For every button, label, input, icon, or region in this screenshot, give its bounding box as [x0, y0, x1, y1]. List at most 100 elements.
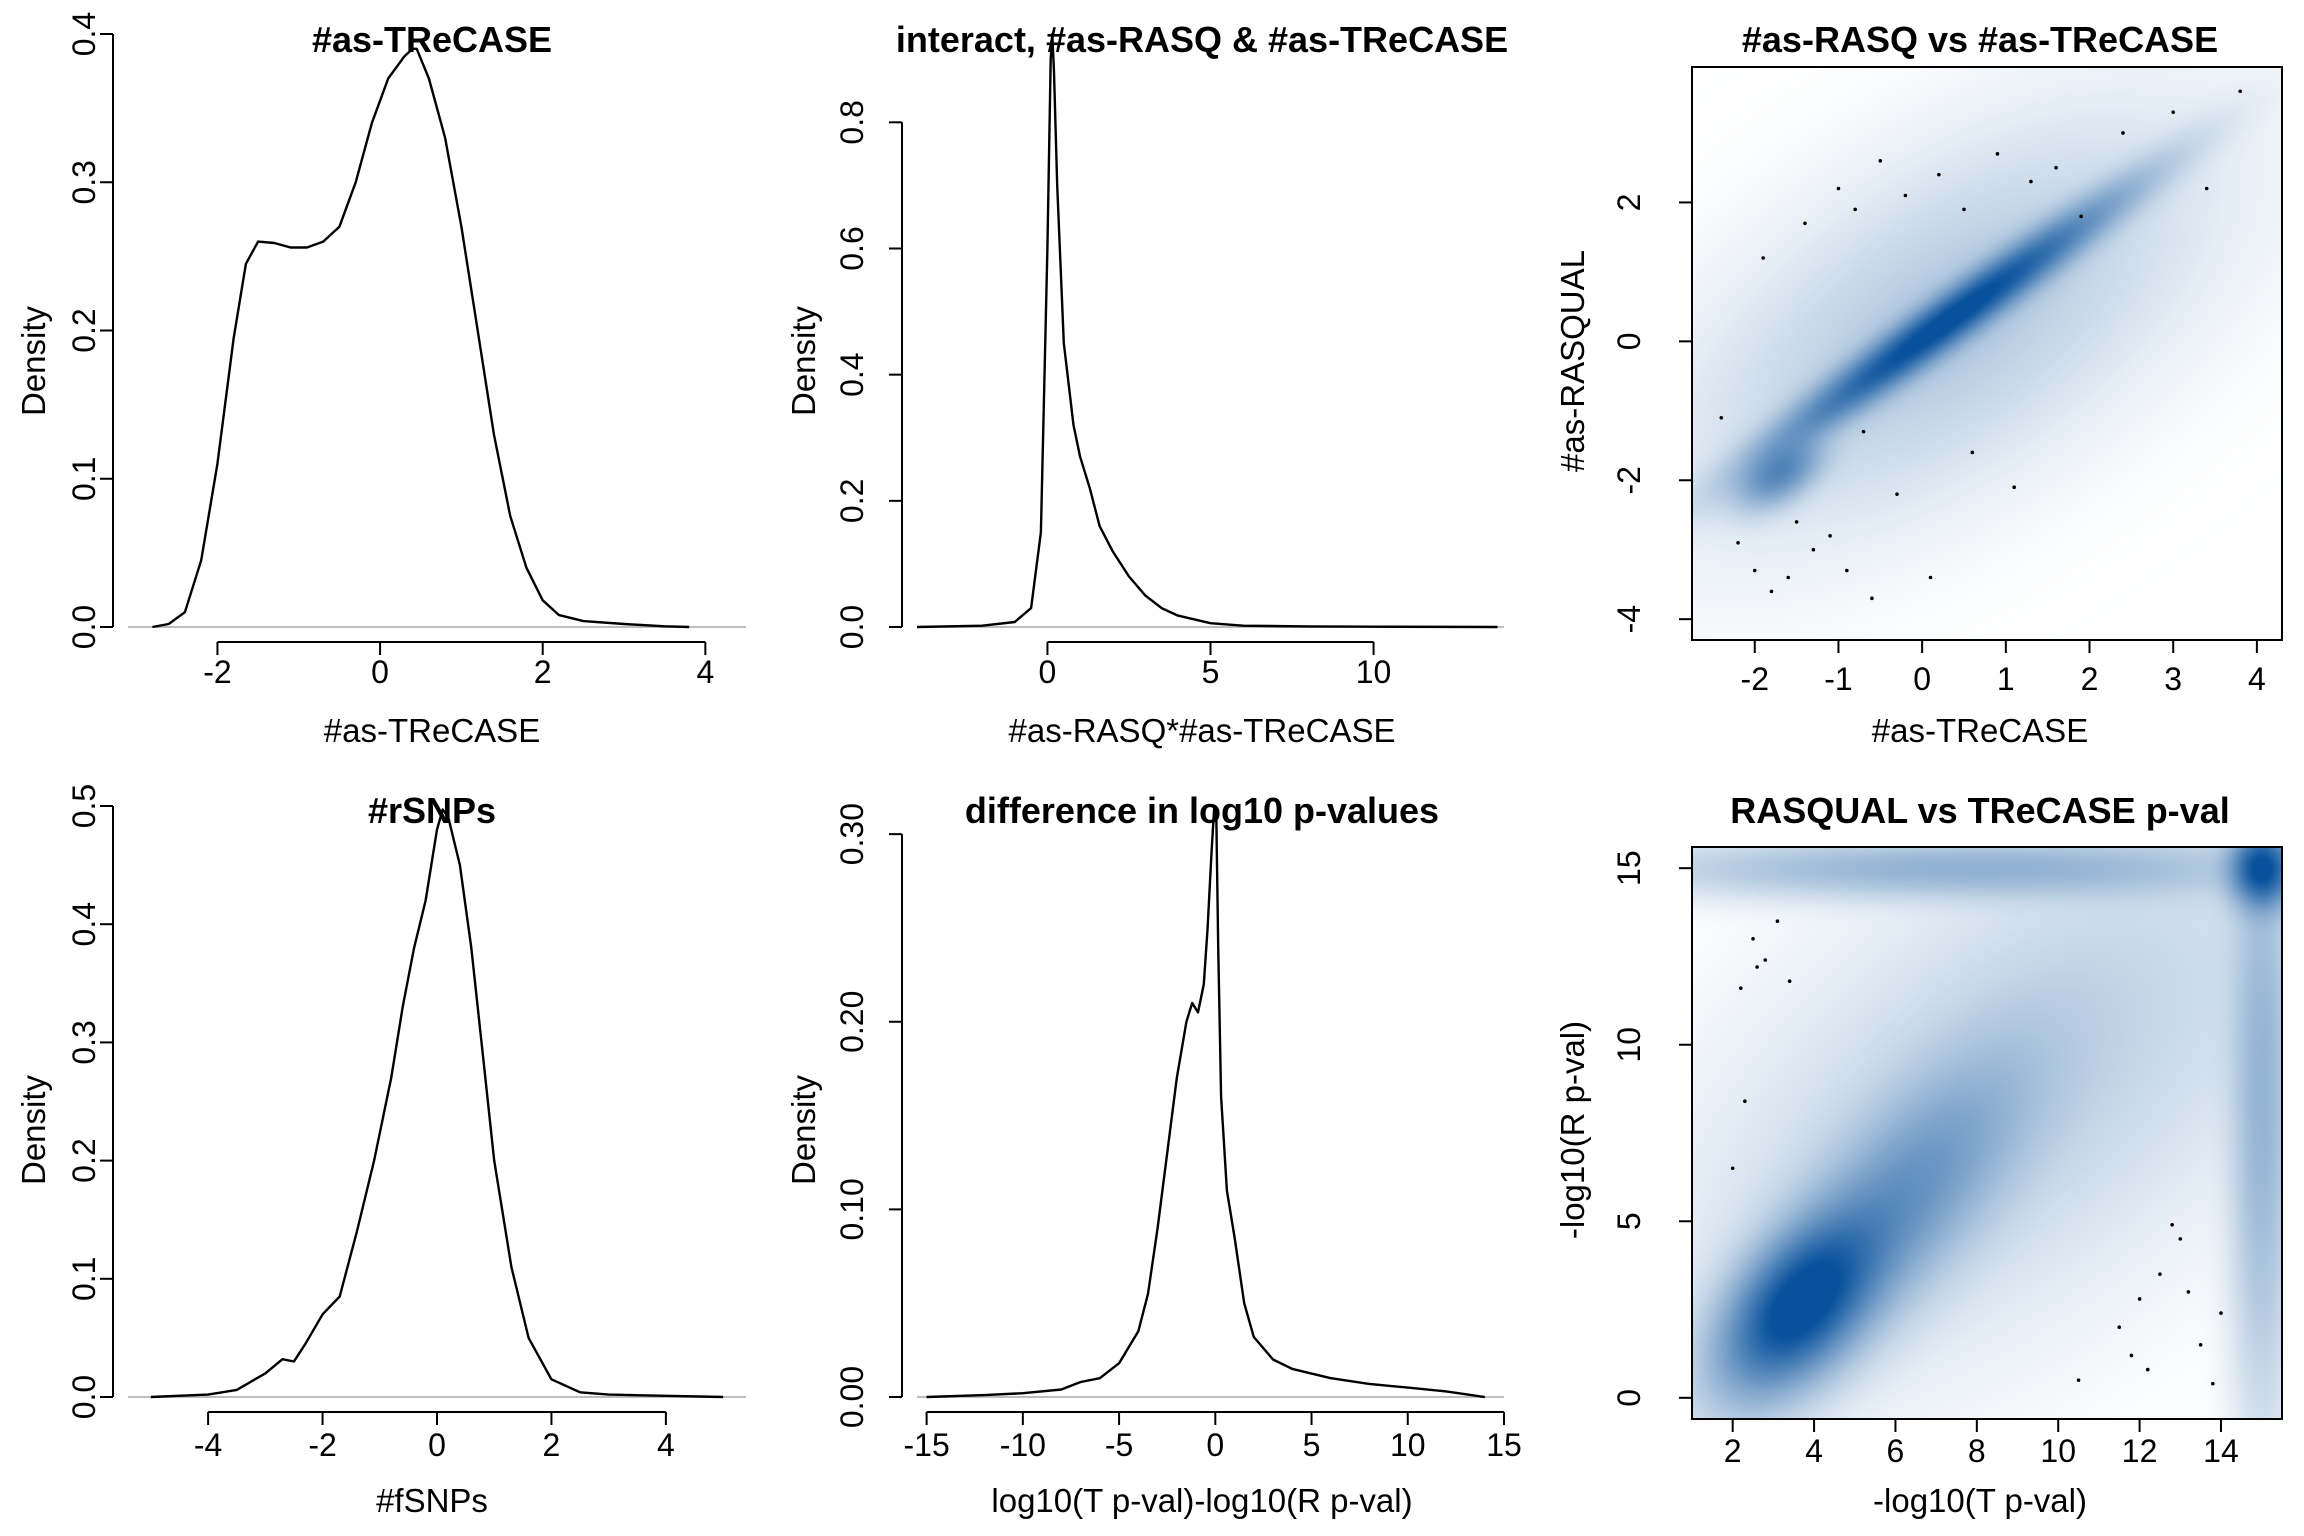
- y-tick-label: 0.5: [66, 784, 102, 828]
- outlier-point: [2170, 1223, 2174, 1227]
- plot-title: #as-RASQ vs #as-TReCASE: [1742, 19, 2218, 60]
- y-tick-label: 0.2: [66, 308, 102, 352]
- x-tick-label: 0: [371, 654, 389, 690]
- y-axis-label: -log10(R p-val): [1554, 1021, 1591, 1239]
- y-tick-label: -2: [1611, 466, 1647, 494]
- plot-title: #rSNPs: [368, 790, 496, 831]
- outlier-point: [2079, 214, 2083, 219]
- outlier-point: [2137, 1297, 2142, 1301]
- density-curve: [926, 804, 1485, 1399]
- outlier-point: [1937, 172, 1941, 177]
- outlier-point: [1769, 589, 1774, 594]
- y-tick-label: 0.8: [834, 100, 870, 144]
- y-tick-label: 0.1: [66, 1257, 102, 1301]
- outlier-point: [2129, 1353, 2134, 1358]
- y-tick-label: 2: [1611, 194, 1647, 212]
- x-tick-label: -1: [1824, 661, 1852, 697]
- outlier-point: [1895, 492, 1899, 496]
- outlier-point: [2198, 1343, 2203, 1347]
- x-tick-label: -10: [1000, 1427, 1046, 1463]
- y-tick-label: 0.3: [66, 1020, 102, 1064]
- y-tick-label: 0.4: [66, 12, 102, 56]
- x-axis-label: #as-TReCASE: [324, 712, 540, 749]
- density-curve: [150, 808, 724, 1399]
- y-tick-label: 15: [1611, 850, 1647, 886]
- outlier-point: [2171, 110, 2176, 114]
- y-tick-label: 0.4: [834, 352, 870, 396]
- x-axis-label: -log10(T p-val): [1873, 1482, 2087, 1519]
- y-tick-label: 0.6: [834, 226, 870, 270]
- x-tick-label: 4: [696, 654, 714, 690]
- x-tick-label: 10: [2040, 1433, 2076, 1469]
- x-axis-label: #as-TReCASE: [1872, 712, 2088, 749]
- x-tick-label: 2: [543, 1427, 561, 1463]
- x-tick-label: 10: [1390, 1427, 1426, 1463]
- outlier-point: [2145, 1367, 2150, 1372]
- outlier-point: [1828, 534, 1832, 538]
- x-tick-label: 2: [534, 654, 552, 690]
- y-tick-label: 0.0: [66, 1375, 102, 1419]
- x-tick-label: 0: [1039, 654, 1057, 690]
- panel-rasq-vs-trecase-smoothscatter: #as-RASQ vs #as-TReCASE #as-TReCASE #as-…: [1554, 19, 2283, 749]
- outlier-point: [1845, 568, 1849, 573]
- outlier-point: [1853, 207, 1857, 212]
- plot-title: RASQUAL vs TReCASE p-val: [1730, 790, 2229, 831]
- y-axis-label: Density: [15, 1074, 52, 1185]
- y-tick-label: 0.00: [834, 1366, 870, 1428]
- panel-pval-smoothscatter: RASQUAL vs TReCASE p-val -log10(T p-val)…: [1554, 790, 2283, 1519]
- x-tick-label: 0: [1913, 661, 1931, 697]
- outlier-point: [2219, 1311, 2223, 1315]
- outlier-point: [2158, 1272, 2162, 1277]
- plot-frame: [1691, 66, 2283, 641]
- y-tick-label: 0.2: [66, 1138, 102, 1182]
- x-tick-label: -15: [903, 1427, 949, 1463]
- y-axis-label: #as-RASQUAL: [1554, 250, 1591, 472]
- x-tick-label: -2: [308, 1427, 336, 1463]
- y-tick-label: 0.0: [834, 605, 870, 649]
- outlier-point: [1878, 158, 1883, 163]
- outlier-point: [1761, 256, 1765, 260]
- x-tick-label: 14: [2203, 1433, 2239, 1469]
- outlier-point: [1962, 207, 1966, 212]
- y-tick-label: 5: [1611, 1212, 1647, 1230]
- x-tick-label: 0: [1206, 1427, 1224, 1463]
- y-tick-label: 0.2: [834, 479, 870, 523]
- x-tick-label: 0: [428, 1427, 446, 1463]
- x-tick-label: -2: [1741, 661, 1769, 697]
- outlier-point: [1739, 986, 1743, 991]
- x-tick-label: 4: [657, 1427, 675, 1463]
- y-axis-label: Density: [785, 305, 822, 416]
- plot-title: difference in log10 p-values: [965, 790, 1439, 831]
- y-tick-label: 0.10: [834, 1178, 870, 1240]
- x-tick-label: -5: [1105, 1427, 1133, 1463]
- y-tick-label: 0.1: [66, 457, 102, 501]
- outlier-point: [2204, 186, 2209, 191]
- outlier-point: [2121, 131, 2125, 135]
- outlier-point: [1928, 575, 1933, 580]
- y-axis-label: Density: [785, 1074, 822, 1185]
- x-tick-label: 10: [1356, 654, 1392, 690]
- x-tick-label: 8: [1968, 1433, 1986, 1469]
- outlier-point: [1751, 937, 1755, 941]
- outlier-point: [1903, 193, 1908, 198]
- outlier-point: [1995, 152, 2000, 156]
- y-axis-label: Density: [15, 305, 52, 416]
- outlier-point: [1730, 1166, 1735, 1171]
- outlier-point: [1811, 547, 1816, 552]
- outlier-point: [1970, 450, 1975, 455]
- x-axis-label: #as-RASQ*#as-TReCASE: [1009, 712, 1396, 749]
- outlier-point: [2076, 1378, 2081, 1382]
- x-tick-label: 3: [2164, 661, 2182, 697]
- outlier-point: [1794, 520, 1799, 524]
- outlier-point: [2029, 179, 2033, 184]
- x-tick-label: 4: [1805, 1433, 1823, 1469]
- x-tick-label: 1: [1997, 661, 2015, 697]
- x-tick-label: 2: [2081, 661, 2099, 697]
- panel-interaction-density: interact, #as-RASQ & #as-TReCASE #as-RAS…: [785, 19, 1508, 749]
- x-tick-label: 15: [1486, 1427, 1522, 1463]
- y-tick-label: 0.3: [66, 160, 102, 204]
- density-image: [1692, 847, 2282, 1419]
- x-tick-label: 2: [1724, 1433, 1742, 1469]
- y-tick-label: 0: [1611, 1389, 1647, 1407]
